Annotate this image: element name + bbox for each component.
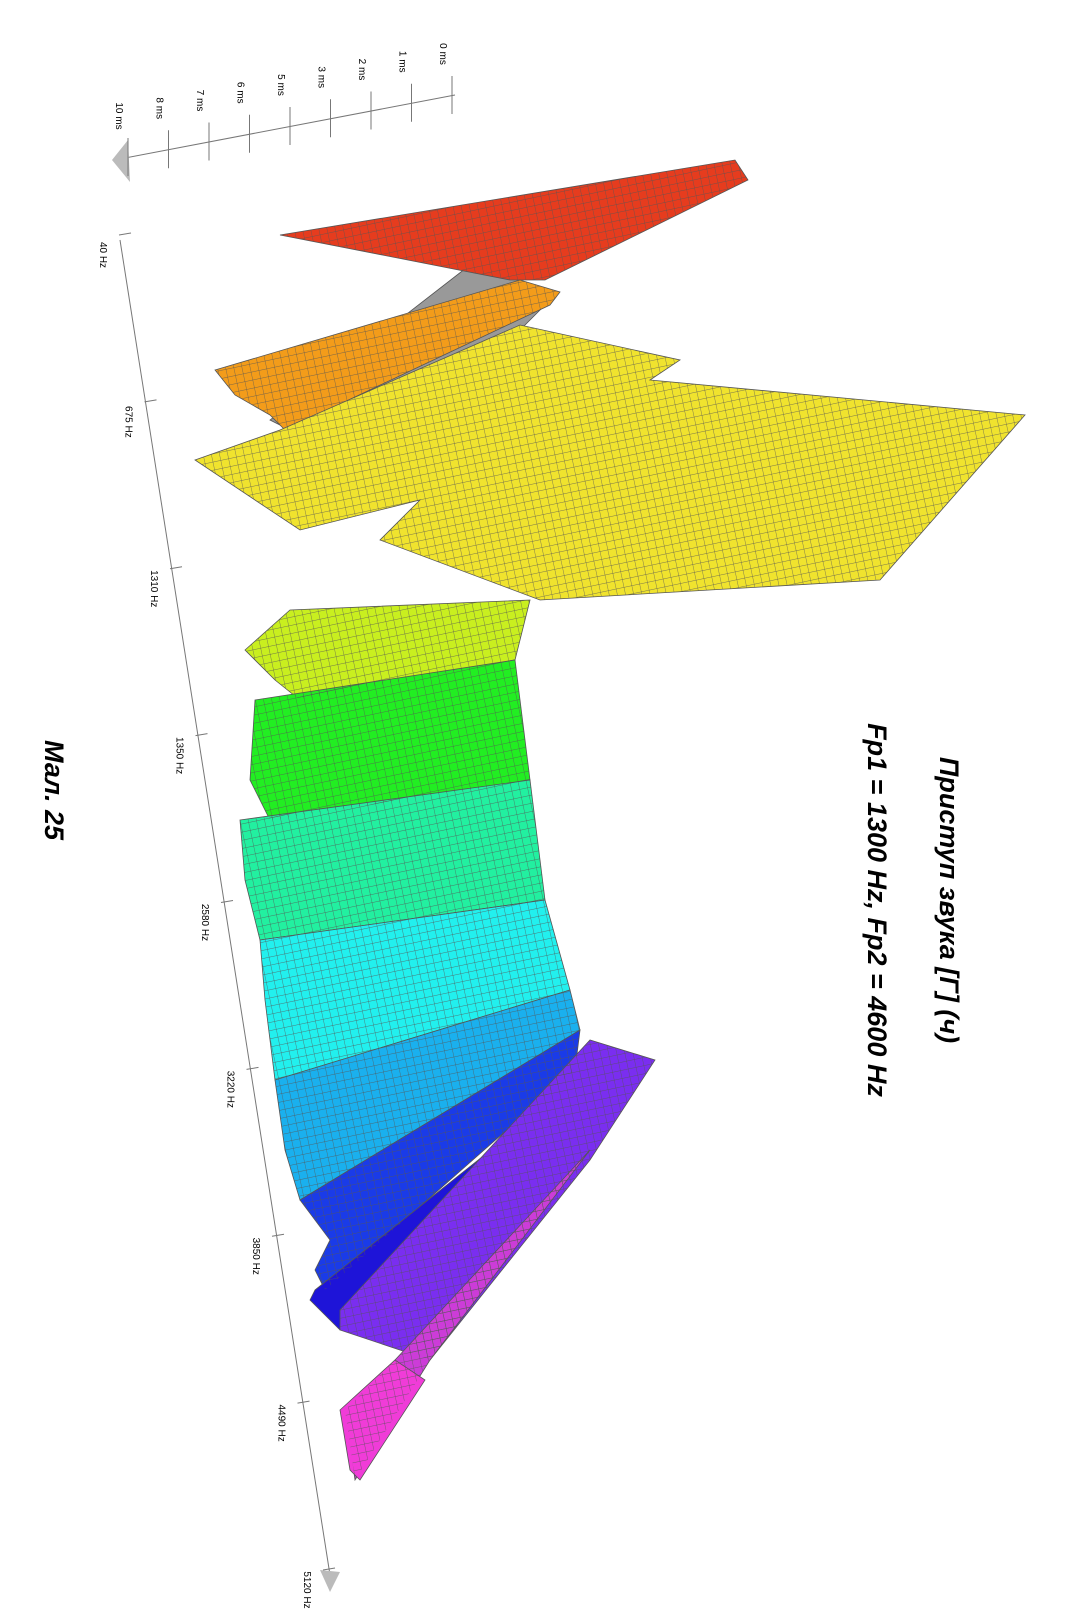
tick-mark (271, 1233, 285, 1237)
tick-label: 675 Hz (123, 406, 134, 438)
tick-mark (169, 566, 183, 570)
surface (194, 159, 1026, 1482)
tick-mark (246, 1066, 259, 1070)
tick-mark (220, 900, 234, 903)
tick-label: 3850 Hz (250, 1238, 261, 1275)
tick-label: 1 ms (397, 51, 408, 73)
tick-label: 7 ms (194, 90, 205, 112)
tick-mark (297, 1400, 310, 1404)
axis-arrow (112, 140, 130, 182)
tick-label: 5 ms (275, 74, 286, 96)
time-axis: 0 ms 1 ms 2 ms 3 ms 5 ms 6 ms 7 ms 8 ms 10 ms (112, 43, 456, 182)
surface-grid (195, 160, 1025, 1480)
tick-label: 3 ms (316, 66, 327, 88)
frequency-axis: 40 Hz 675 Hz 1310 Hz 1350 Hz 2580 Hz 3220 Hz 3… (97, 232, 340, 1609)
caption: Мал. 25 (39, 740, 69, 841)
tick-mark (195, 733, 208, 737)
tick-mark (144, 399, 157, 403)
tick-label: 2580 Hz (199, 904, 210, 941)
tick-mark (118, 232, 132, 236)
tick-label: 5120 Hz (301, 1571, 312, 1608)
tick-label: 40 Hz (97, 242, 108, 268)
axis-line (119, 239, 331, 1576)
tick-label: 0 ms (437, 43, 448, 65)
tick-label: 4490 Hz (276, 1405, 287, 1442)
tick-mark (322, 1567, 336, 1571)
tick-label: 1350 Hz (174, 737, 185, 774)
tick-label: 8 ms (154, 97, 165, 119)
tick-label: 1310 Hz (148, 570, 159, 607)
title: Приступ звука [Г] (ч) (934, 757, 964, 1043)
tick-label: 2 ms (356, 59, 367, 81)
axis-arrow (320, 1570, 340, 1592)
subtitle: Fp1 = 1300 Hz, Fp2 = 4600 Hz (862, 723, 892, 1097)
tick-label: 6 ms (235, 82, 246, 104)
tick-label: 10 ms (113, 102, 124, 129)
tick-label: 3220 Hz (225, 1071, 236, 1108)
